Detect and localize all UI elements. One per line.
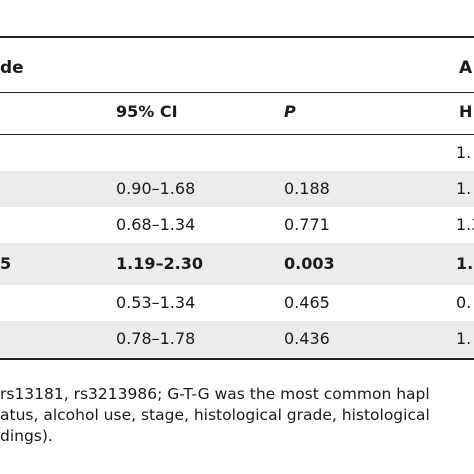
- table-top-rule: [0, 36, 474, 38]
- p-cell: 0.188: [284, 179, 330, 198]
- table-row: 0.78–1.78 0.436 1.: [0, 321, 474, 357]
- table-row: 1.: [0, 135, 474, 171]
- p-cell: 0.003: [284, 254, 335, 273]
- row-lead-cell: 5: [0, 254, 12, 273]
- p-cell: 0.465: [284, 293, 330, 312]
- table-row: 0.68–1.34 0.771 1.3: [0, 207, 474, 243]
- p-cell: 0.436: [284, 329, 330, 348]
- table-row: 0.53–1.34 0.465 0.: [0, 285, 474, 321]
- table-bottom-rule: [0, 358, 474, 360]
- table-row: 0.90–1.68 0.188 1.: [0, 171, 474, 207]
- group-label-left: de: [0, 58, 24, 78]
- ci-cell: 0.68–1.34: [116, 215, 196, 234]
- footnote-line-3: dings).: [0, 427, 53, 445]
- ci-cell: 0.53–1.34: [116, 293, 196, 312]
- right-hr-cell: 1.: [456, 254, 474, 273]
- ci-cell: 0.78–1.78: [116, 329, 196, 348]
- right-hr-cell: 1.3: [456, 215, 474, 234]
- column-header-ci: 95% CI: [116, 102, 178, 121]
- ci-cell: 1.19–2.30: [116, 254, 203, 273]
- right-hr-cell: 0.: [456, 293, 472, 312]
- table-row-highlighted: 5 1.19–2.30 0.003 1.: [0, 243, 474, 285]
- ci-cell: 0.90–1.68: [116, 179, 196, 198]
- right-hr-cell: 1.: [456, 329, 472, 348]
- group-label-right: A: [459, 58, 473, 78]
- column-header-rule: [0, 134, 474, 135]
- group-header-rule: [0, 92, 474, 93]
- footnote-line-2: atus, alcohol use, stage, histological g…: [0, 406, 430, 424]
- right-hr-cell: 1.: [456, 143, 472, 162]
- p-cell: 0.771: [284, 215, 330, 234]
- footnote-line-1: rs13181, rs3213986; G-T-G was the most c…: [0, 385, 430, 403]
- column-header-p: P: [284, 102, 296, 121]
- column-header-right-hr: H: [459, 102, 473, 121]
- right-hr-cell: 1.: [456, 179, 472, 198]
